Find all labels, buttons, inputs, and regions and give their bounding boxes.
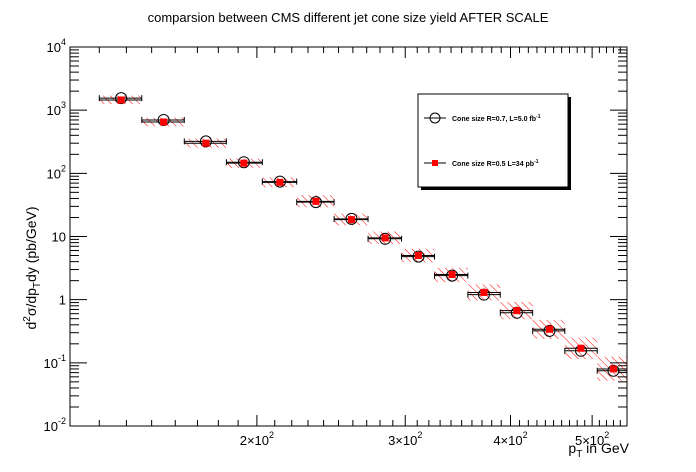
y-tick-mantissa: 10 [52,230,66,245]
y-tick-exponent: -1 [58,353,66,363]
data-point-square [117,96,125,104]
data-point-circle [237,156,250,169]
legend-label-cone-05-sup: -1 [534,159,539,165]
y-tick-mantissa: 10 [47,103,61,118]
data-point-square [513,307,521,315]
data-point-circle [607,364,620,377]
legend-label-cone-05: Cone size R=0.5 L=34 pb-1 [452,159,539,168]
x-tick-mantissa: 5×10 [575,433,604,448]
y-axis-title-sup1: 2 [22,316,33,322]
x-axis-title-base: p [568,440,576,456]
x-axis-ticks: 2×102 3×102 4×102 5×102 [98,47,621,448]
data-point-circle [273,175,286,188]
legend-label-cone-07-sup: -1 [536,114,541,120]
y-tick-exponent: 3 [61,100,66,110]
y-tick-label: 10 [52,230,66,245]
y-axis-title-part2: σ/dp [23,288,39,316]
data-point-square [240,159,248,167]
data-point-square [202,139,210,147]
x-axis-title-sub: T [576,449,582,460]
data-point-circle [199,135,212,148]
data-point-square [577,344,585,352]
legend-label-cone-07: Cone size R=0.7, L=5.0 fb-1 [452,114,541,123]
y-tick-label: 1 [59,293,66,308]
y-tick-label: 10-2 [44,416,66,434]
legend: Cone size R=0.7, L=5.0 fb-1 Cone size R=… [417,93,571,190]
data-point-square [276,178,284,186]
x-axis-title-rest: in GeV [582,440,629,456]
y-tick-exponent: -2 [58,416,66,426]
x-tick-label: 3×102 [388,430,422,448]
x-tick-mantissa: 4×10 [493,433,522,448]
y-tick-mantissa: 10 [44,419,58,434]
legend-marker-circle [429,112,441,124]
y-axis-title-part3: dy (pb/GeV) [23,206,39,281]
legend-label-cone-07-text: Cone size R=0.7, L=5.0 fb [452,116,536,123]
x-tick-mantissa: 2×10 [240,433,269,448]
y-axis-title-sub: T [32,282,43,288]
y-tick-mantissa: 10 [47,166,61,181]
data-point-square [381,234,389,242]
y-tick-label: 103 [47,100,66,118]
y-tick-exponent: 4 [61,37,66,47]
y-tick-label: 10-1 [44,353,66,371]
series-cone-05 [99,96,627,373]
legend-marker-square [432,160,438,166]
x-tick-label: 2×102 [240,430,274,448]
chart-title: comparsion between CMS different jet con… [148,10,549,25]
y-tick-label: 104 [47,37,66,55]
y-tick-mantissa: 10 [47,40,61,55]
x-tick-label: 5×102 [575,430,609,448]
data-point-square [312,197,320,205]
data-point-circle [412,250,425,263]
data-point-square [347,216,355,224]
y-tick-label: 102 [47,163,66,181]
legend-label-cone-05-text: Cone size R=0.5 L=34 pb [452,161,534,168]
x-tick-mantissa: 3×10 [388,433,417,448]
data-point-circle [446,269,459,282]
data-point-circle [379,232,392,245]
x-tick-exponent: 2 [523,430,528,440]
y-tick-mantissa: 1 [59,293,66,308]
x-tick-exponent: 2 [417,430,422,440]
data-point-square [448,271,456,279]
data-point-square [480,288,488,296]
data-point-square [414,252,422,260]
x-axis-title: pT in GeV [568,440,629,460]
x-tick-exponent: 2 [604,430,609,440]
legend-box [417,93,569,188]
x-tick-label: 4×102 [493,430,527,448]
data-point-square [160,118,168,126]
y-tick-exponent: 2 [61,163,66,173]
x-tick-exponent: 2 [269,430,274,440]
y-axis-title-part1: d [23,322,39,330]
y-tick-mantissa: 10 [44,356,58,371]
y-axis-title: d2σ/dpTdy (pb/GeV) [22,206,43,329]
data-point-circle [115,92,128,105]
data-point-square [545,325,553,333]
data-point-circle [309,196,322,209]
data-point-square [609,365,617,373]
data-point-circle [345,212,358,225]
data-point-circle [543,324,556,337]
